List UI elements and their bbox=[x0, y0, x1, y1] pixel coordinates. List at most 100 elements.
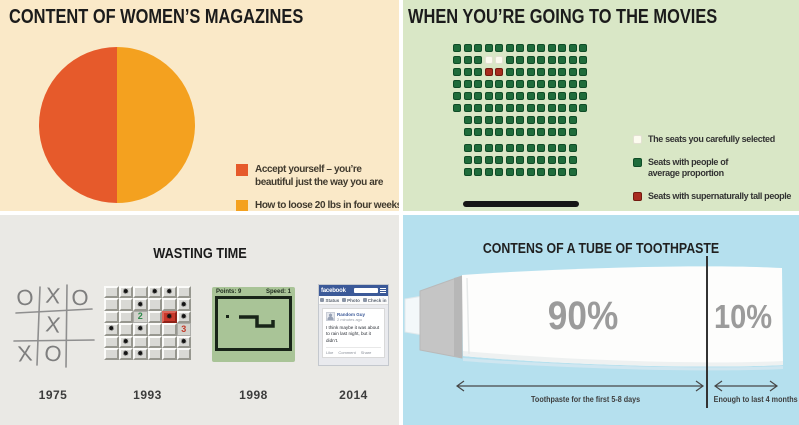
tube-body bbox=[462, 266, 783, 367]
mine-cell: ✹ bbox=[118, 335, 133, 348]
seat bbox=[463, 144, 472, 152]
mine-cell bbox=[104, 286, 119, 299]
mine-cell bbox=[162, 347, 177, 361]
hamburger-menu-icon[interactable] bbox=[380, 288, 386, 293]
seat bbox=[505, 80, 514, 88]
share-button[interactable]: Share bbox=[360, 350, 372, 356]
mine-cell: 2 bbox=[133, 310, 148, 324]
seat bbox=[547, 156, 556, 164]
seat bbox=[484, 144, 493, 152]
snake-statusbar: Points: 9 Speed: 1 bbox=[212, 287, 295, 296]
seat bbox=[537, 156, 545, 164]
movies-legend: The seats you carefully selected Seats w… bbox=[633, 134, 795, 211]
seat bbox=[463, 80, 472, 88]
seat-row bbox=[453, 56, 590, 64]
panel-movies: WHEN YOU’RE GOING TO THE MOVIES The seat… bbox=[403, 0, 799, 211]
like-button[interactable]: Like bbox=[326, 350, 334, 356]
mine-cell bbox=[147, 347, 162, 361]
magazines-title: CONTENT OF WOMEN’S MAGAZINES bbox=[9, 6, 304, 28]
mine-cell bbox=[162, 323, 177, 336]
mine-cell bbox=[118, 298, 133, 311]
seat bbox=[537, 168, 545, 176]
seat bbox=[516, 44, 524, 52]
mine-cell bbox=[104, 347, 119, 361]
status-button[interactable]: Status bbox=[320, 298, 339, 303]
seat bbox=[558, 144, 566, 152]
seat bbox=[568, 92, 577, 100]
seat bbox=[505, 92, 514, 100]
seat bbox=[463, 68, 472, 76]
seat-row bbox=[463, 144, 590, 152]
seat bbox=[474, 92, 482, 100]
magazines-legend: Accept yourself – you’re beautiful just … bbox=[236, 163, 399, 211]
seat bbox=[526, 168, 535, 176]
seat bbox=[516, 56, 524, 64]
legend-label: How to loose 20 lbs in four weeks bbox=[255, 200, 399, 211]
seat bbox=[568, 156, 577, 164]
ttt-mark-x: X bbox=[44, 311, 62, 338]
year-label: 1998 bbox=[239, 388, 268, 402]
seat bbox=[526, 80, 535, 88]
seat bbox=[516, 128, 524, 136]
panel-magazines: CONTENT OF WOMEN’S MAGAZINES Accept your… bbox=[0, 0, 399, 211]
seat bbox=[453, 104, 461, 112]
legend-swatch-orange bbox=[236, 200, 248, 211]
seat bbox=[568, 56, 577, 64]
seat bbox=[495, 116, 503, 124]
mine-cell bbox=[104, 310, 119, 324]
legend-item: How to loose 20 lbs in four weeks bbox=[236, 199, 399, 211]
photo-button[interactable]: Photo bbox=[342, 298, 360, 303]
checkin-button[interactable]: Check in bbox=[362, 298, 387, 303]
wasting-time-title: WASTING TIME bbox=[152, 245, 247, 262]
seat bbox=[495, 104, 503, 112]
seat bbox=[558, 128, 566, 136]
snake-speed: Speed: 1 bbox=[265, 289, 291, 295]
mine-cell bbox=[147, 310, 162, 324]
arrow-label-left: Toothpaste for the first 5-8 days bbox=[531, 395, 641, 404]
seat bbox=[474, 44, 482, 52]
seat bbox=[505, 144, 514, 152]
seat bbox=[579, 104, 587, 112]
seat bbox=[537, 144, 545, 152]
seat-row bbox=[453, 92, 590, 100]
legend-item: Seats with supernaturally tall people bbox=[633, 191, 795, 203]
minesweeper: ✹ ✹ ✹ ✹ ✹ 2 ✹ ✹ ✹ ✹ 3 ✹ ✹ ✹ ✹ bbox=[104, 286, 191, 361]
mine-cell: ✹ bbox=[133, 347, 148, 361]
mine-cell bbox=[147, 335, 162, 348]
legend-swatch-white bbox=[633, 135, 642, 144]
seat-row bbox=[463, 128, 590, 136]
seat bbox=[474, 156, 482, 164]
ttt-mark-x: X bbox=[44, 282, 62, 309]
seat bbox=[516, 156, 524, 164]
seat bbox=[547, 92, 556, 100]
seat bbox=[526, 104, 535, 112]
seat bbox=[558, 80, 566, 88]
pie-chart bbox=[39, 47, 195, 203]
seat bbox=[558, 56, 566, 64]
comment-button[interactable]: Comment bbox=[338, 350, 356, 356]
year-label: 1975 bbox=[38, 388, 68, 402]
percent-right: 10% bbox=[713, 298, 773, 335]
seat bbox=[505, 104, 514, 112]
seat bbox=[463, 56, 472, 64]
seat bbox=[505, 44, 514, 52]
facebook-toolbar: Status Photo Check in bbox=[319, 296, 388, 305]
seat bbox=[579, 44, 587, 52]
snake-game: Points: 9 Speed: 1 bbox=[212, 287, 295, 362]
mine-cell: ✹ bbox=[118, 286, 133, 299]
ttt-mark-o: O bbox=[15, 284, 35, 311]
seat bbox=[558, 44, 566, 52]
mine-cell bbox=[147, 298, 162, 311]
facebook-search-input[interactable] bbox=[354, 288, 378, 293]
toothpaste-tube bbox=[404, 266, 783, 371]
seat bbox=[568, 80, 577, 88]
seat-map bbox=[453, 44, 590, 180]
seat bbox=[579, 56, 587, 64]
mine-cell bbox=[176, 347, 191, 361]
seat bbox=[526, 92, 535, 100]
post-timestamp: 2 minutes ago bbox=[337, 317, 363, 322]
seat bbox=[484, 128, 493, 136]
seat bbox=[537, 128, 545, 136]
